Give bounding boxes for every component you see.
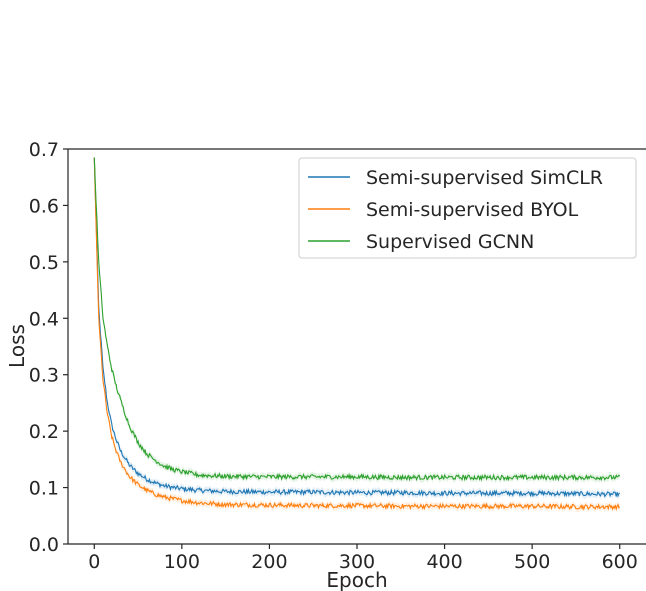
series-lines xyxy=(93,157,621,512)
y-tick-label: 0.2 xyxy=(29,421,59,443)
y-tick-label: 0.1 xyxy=(29,478,59,500)
y-tick-label: 0.5 xyxy=(29,252,59,274)
legend: Semi-supervised SimCLR Semi-supervised BY… xyxy=(298,157,637,259)
series-line-2 xyxy=(93,157,621,482)
x-tick-label: 400 xyxy=(426,551,462,573)
x-tick-label: 600 xyxy=(602,551,638,573)
legend-label-1: Semi-supervised BYOL xyxy=(366,199,579,221)
x-tick-label: 200 xyxy=(251,551,287,573)
y-tick-label: 0.6 xyxy=(29,195,59,217)
series-line-0 xyxy=(93,157,620,498)
y-tick-label: 0.7 xyxy=(29,139,59,161)
y-tick-label: 0.4 xyxy=(29,308,59,330)
x-ticks: 0 100 200 300 400 500 600 xyxy=(88,544,638,573)
legend-label-2: Supervised GCNN xyxy=(366,231,534,253)
y-ticks: 0.0 0.1 0.2 0.3 0.4 0.5 0.6 0.7 xyxy=(29,139,68,556)
legend-label-0: Semi-supervised SimCLR xyxy=(366,167,603,189)
y-axis-label: Loss xyxy=(5,324,29,368)
series-line-1 xyxy=(93,157,621,512)
x-axis-label: Epoch xyxy=(326,568,387,591)
x-tick-label: 500 xyxy=(514,551,550,573)
x-tick-label: 0 xyxy=(88,551,100,573)
x-tick-label: 300 xyxy=(339,551,375,573)
legend-frame xyxy=(298,157,637,259)
y-tick-label: 0.0 xyxy=(29,534,59,556)
y-tick-label: 0.3 xyxy=(29,365,59,387)
x-tick-label: 100 xyxy=(164,551,200,573)
